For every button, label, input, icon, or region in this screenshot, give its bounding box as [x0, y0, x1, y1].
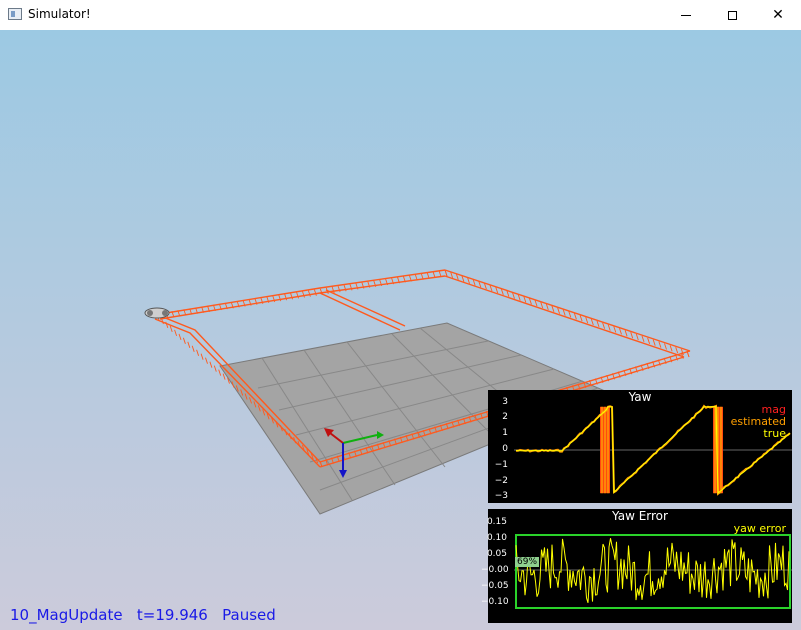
window-title: Simulator! [28, 7, 91, 21]
legend-estimated: estimated [730, 415, 786, 428]
minimize-button[interactable] [663, 0, 709, 30]
yaw-ytick: 3 [502, 397, 508, 407]
title-bar: Simulator! ✕ [0, 0, 801, 31]
error-threshold-box [515, 534, 791, 609]
legend-yaw-error: yaw error [733, 522, 786, 535]
axes-gizmo [324, 428, 384, 478]
app-icon [8, 8, 22, 20]
yaw-error-chart-title: Yaw Error [612, 509, 668, 523]
maximize-icon [727, 10, 737, 20]
percent-badge: 69% [515, 557, 540, 567]
error-ytick: 0.10 [486, 533, 507, 543]
error-ytick: −0.05 [481, 581, 509, 591]
yaw-error-plot-area [514, 534, 792, 609]
error-ytick: 0.15 [486, 517, 507, 527]
legend-true: true [763, 427, 786, 440]
yaw-ytick: −1 [494, 460, 508, 470]
yaw-ytick: 2 [502, 412, 508, 422]
sim-state: Paused [222, 606, 276, 624]
error-ytick: −0.10 [481, 597, 509, 607]
yaw-plot-area [514, 404, 792, 496]
error-ytick: −0.00 [481, 565, 509, 575]
yaw-ytick: 0 [502, 444, 508, 454]
yaw-chart-title: Yaw [628, 390, 652, 404]
yaw-ytick: −2 [494, 476, 508, 486]
yaw-ytick: 1 [502, 428, 508, 438]
yaw-error-line [515, 538, 790, 604]
close-icon: ✕ [772, 7, 784, 23]
error-ytick: 0.05 [486, 549, 507, 559]
yaw-error-chart-panel: Yaw Error 0.15 0.10 0.05 −0.00 −0.05 −0.… [481, 509, 792, 623]
quadrotor-vehicle [144, 307, 170, 319]
yaw-chart-panel: Yaw 3 2 1 0 −1 −2 −3 mag estimated true [488, 390, 792, 503]
legend-mag: mag [761, 403, 786, 416]
maximize-button[interactable] [709, 0, 755, 30]
minimize-icon [681, 14, 691, 16]
scenario-name: 10_MagUpdate [10, 606, 123, 624]
close-button[interactable]: ✕ [755, 0, 801, 30]
yaw-ytick: −3 [494, 491, 508, 501]
sim-time: t=19.946 [136, 606, 208, 624]
simulation-viewport[interactable] [0, 30, 801, 630]
yaw-true-line [515, 406, 791, 495]
status-line: 10_MagUpdate t=19.946 Paused [10, 606, 276, 624]
